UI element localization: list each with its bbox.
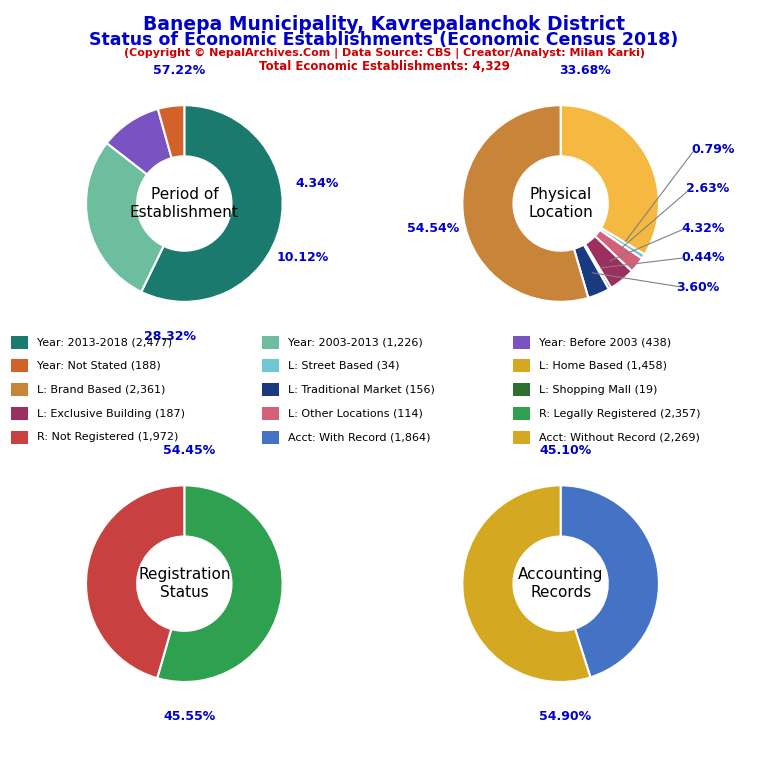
Text: 4.34%: 4.34% (296, 177, 339, 190)
Bar (263, 431, 279, 444)
Text: Year: Not Stated (188): Year: Not Stated (188) (37, 361, 161, 371)
Text: Year: 2013-2018 (2,477): Year: 2013-2018 (2,477) (37, 337, 172, 347)
Text: Registration
Status: Registration Status (138, 568, 230, 600)
Text: 57.22%: 57.22% (154, 65, 206, 78)
Text: 3.60%: 3.60% (677, 280, 720, 293)
Wedge shape (157, 485, 283, 682)
Bar (263, 359, 279, 372)
Text: 54.54%: 54.54% (407, 222, 459, 234)
Text: 0.79%: 0.79% (691, 143, 735, 156)
Text: Acct: With Record (1,864): Acct: With Record (1,864) (288, 432, 430, 442)
Text: L: Other Locations (114): L: Other Locations (114) (288, 409, 423, 419)
Text: 4.32%: 4.32% (681, 222, 725, 234)
Text: R: Legally Registered (2,357): R: Legally Registered (2,357) (539, 409, 700, 419)
Wedge shape (86, 143, 164, 292)
Wedge shape (585, 236, 632, 288)
Text: Acct: Without Record (2,269): Acct: Without Record (2,269) (539, 432, 700, 442)
Text: L: Street Based (34): L: Street Based (34) (288, 361, 399, 371)
Bar (12, 336, 28, 349)
Bar (12, 383, 28, 396)
Bar (12, 431, 28, 444)
Bar (263, 383, 279, 396)
Wedge shape (462, 485, 591, 682)
Wedge shape (574, 245, 609, 298)
Text: L: Exclusive Building (187): L: Exclusive Building (187) (37, 409, 185, 419)
Text: 28.32%: 28.32% (144, 329, 196, 343)
Wedge shape (462, 105, 588, 302)
Bar (263, 407, 279, 420)
Text: 10.12%: 10.12% (276, 251, 329, 264)
Text: 54.45%: 54.45% (163, 445, 215, 458)
Text: L: Shopping Mall (19): L: Shopping Mall (19) (539, 385, 657, 395)
Bar (513, 431, 530, 444)
Wedge shape (158, 105, 184, 158)
Wedge shape (141, 105, 283, 302)
Wedge shape (600, 228, 644, 259)
Bar (12, 407, 28, 420)
Text: L: Traditional Market (156): L: Traditional Market (156) (288, 385, 435, 395)
Text: 2.63%: 2.63% (687, 182, 730, 195)
Wedge shape (561, 105, 659, 254)
Text: L: Brand Based (2,361): L: Brand Based (2,361) (37, 385, 165, 395)
Bar (513, 336, 530, 349)
Text: 45.55%: 45.55% (163, 710, 215, 723)
Bar (263, 336, 279, 349)
Text: Banepa Municipality, Kavrepalanchok District: Banepa Municipality, Kavrepalanchok Dist… (143, 15, 625, 35)
Text: (Copyright © NepalArchives.Com | Data Source: CBS | Creator/Analyst: Milan Karki: (Copyright © NepalArchives.Com | Data So… (124, 48, 644, 58)
Wedge shape (561, 485, 659, 677)
Text: Physical
Location: Physical Location (528, 187, 593, 220)
Wedge shape (595, 230, 642, 271)
Text: 33.68%: 33.68% (559, 65, 611, 78)
Text: 45.10%: 45.10% (539, 445, 591, 458)
Text: Period of
Establishment: Period of Establishment (130, 187, 239, 220)
Wedge shape (584, 244, 611, 290)
Text: Status of Economic Establishments (Economic Census 2018): Status of Economic Establishments (Econo… (89, 31, 679, 48)
Bar (513, 383, 530, 396)
Text: L: Home Based (1,458): L: Home Based (1,458) (539, 361, 667, 371)
Text: Year: Before 2003 (438): Year: Before 2003 (438) (539, 337, 671, 347)
Text: R: Not Registered (1,972): R: Not Registered (1,972) (37, 432, 178, 442)
Bar (513, 359, 530, 372)
Text: 0.44%: 0.44% (681, 251, 725, 264)
Text: Total Economic Establishments: 4,329: Total Economic Establishments: 4,329 (259, 60, 509, 73)
Bar (513, 407, 530, 420)
Text: 54.90%: 54.90% (539, 710, 591, 723)
Wedge shape (86, 485, 184, 678)
Bar (12, 359, 28, 372)
Text: Year: 2003-2013 (1,226): Year: 2003-2013 (1,226) (288, 337, 422, 347)
Text: Accounting
Records: Accounting Records (518, 568, 604, 600)
Wedge shape (107, 109, 171, 174)
